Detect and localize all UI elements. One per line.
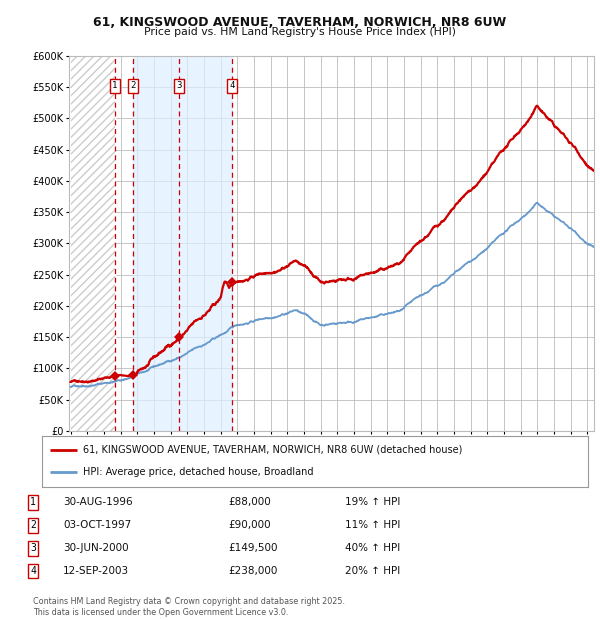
Text: £90,000: £90,000 — [228, 520, 271, 530]
Text: 3: 3 — [30, 543, 36, 553]
Text: 4: 4 — [30, 566, 36, 576]
Text: Contains HM Land Registry data © Crown copyright and database right 2025.
This d: Contains HM Land Registry data © Crown c… — [33, 598, 345, 617]
Bar — [133, 56, 232, 431]
Text: 30-AUG-1996: 30-AUG-1996 — [63, 497, 133, 507]
Text: 03-OCT-1997: 03-OCT-1997 — [63, 520, 131, 530]
Text: £149,500: £149,500 — [228, 543, 277, 553]
Text: 61, KINGSWOOD AVENUE, TAVERHAM, NORWICH, NR8 6UW: 61, KINGSWOOD AVENUE, TAVERHAM, NORWICH,… — [94, 16, 506, 29]
Text: 1: 1 — [30, 497, 36, 507]
Text: 1: 1 — [112, 81, 118, 91]
Text: 61, KINGSWOOD AVENUE, TAVERHAM, NORWICH, NR8 6UW (detached house): 61, KINGSWOOD AVENUE, TAVERHAM, NORWICH,… — [83, 445, 463, 454]
Text: 19% ↑ HPI: 19% ↑ HPI — [345, 497, 400, 507]
Text: Price paid vs. HM Land Registry's House Price Index (HPI): Price paid vs. HM Land Registry's House … — [144, 27, 456, 37]
Text: 30-JUN-2000: 30-JUN-2000 — [63, 543, 128, 553]
Text: 4: 4 — [230, 81, 235, 91]
Text: 20% ↑ HPI: 20% ↑ HPI — [345, 566, 400, 576]
Text: 12-SEP-2003: 12-SEP-2003 — [63, 566, 129, 576]
Text: 40% ↑ HPI: 40% ↑ HPI — [345, 543, 400, 553]
Text: £88,000: £88,000 — [228, 497, 271, 507]
Bar — [71, 56, 115, 431]
Text: 11% ↑ HPI: 11% ↑ HPI — [345, 520, 400, 530]
Bar — [71, 56, 115, 431]
Text: 3: 3 — [176, 81, 182, 91]
Text: 2: 2 — [30, 520, 36, 530]
Text: HPI: Average price, detached house, Broadland: HPI: Average price, detached house, Broa… — [83, 467, 313, 477]
Text: 2: 2 — [130, 81, 136, 91]
Text: £238,000: £238,000 — [228, 566, 277, 576]
